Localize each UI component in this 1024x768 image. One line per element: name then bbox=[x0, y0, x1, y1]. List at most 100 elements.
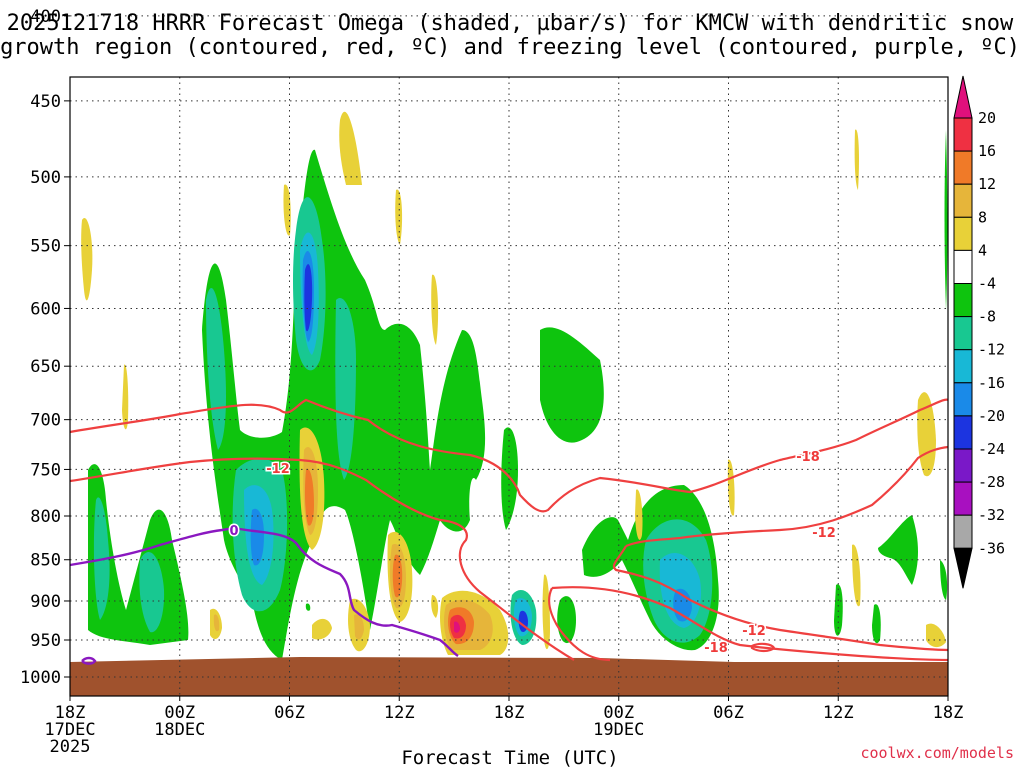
y-tick-label: 1000 bbox=[20, 668, 61, 688]
omega-teal-region bbox=[139, 551, 165, 633]
omega-yellow-region bbox=[395, 189, 403, 245]
omega-navy-region bbox=[304, 264, 313, 332]
omega-gold-region bbox=[213, 614, 220, 632]
colorbar-segment bbox=[953, 316, 973, 351]
omega-green-region bbox=[878, 515, 918, 585]
colorbar-label: 8 bbox=[978, 208, 987, 226]
y-tick-label: 650 bbox=[30, 357, 61, 377]
dendritic-contour-line bbox=[69, 457, 575, 661]
colorbar-top-triangle bbox=[953, 75, 973, 119]
omega-yellow-region bbox=[283, 184, 291, 236]
omega-small-green-cell bbox=[305, 603, 311, 611]
contour-labels: -12 -18 -12 -12 -18 0 bbox=[228, 449, 837, 658]
dendritic-contour-line bbox=[551, 586, 949, 662]
y-axis-pressure: 2503003504004505005506006507007508008509… bbox=[20, 7, 70, 688]
colorbar-segment bbox=[953, 283, 973, 318]
colorbar-label: -28 bbox=[978, 473, 1005, 491]
y-tick-label: 700 bbox=[30, 411, 61, 431]
colorbar-label: -12 bbox=[978, 341, 1005, 359]
dendritic-contour-line bbox=[69, 398, 949, 513]
plot-area: -12 -18 -12 -12 -18 0 bbox=[69, 15, 949, 697]
colorbar-label: 20 bbox=[978, 109, 996, 127]
omega-orange-region bbox=[392, 554, 403, 598]
colorbar: 20 16 12 8 4 -4 -8 -12 -16 -20 -24 -28 -32 -36 bbox=[953, 75, 1005, 589]
x-tick-label: 2025 bbox=[50, 737, 91, 757]
x-tick-label: 18DEC bbox=[154, 720, 205, 740]
y-tick-label: 550 bbox=[30, 237, 61, 257]
x-tick-label: 17DEC bbox=[44, 720, 95, 740]
y-tick-label: 850 bbox=[30, 551, 61, 571]
omega-gold-region bbox=[354, 614, 364, 640]
x-axis-title: Forecast Time (UTC) bbox=[401, 747, 618, 768]
omega-yellow-region bbox=[312, 618, 332, 640]
omega-yellow-region bbox=[926, 623, 946, 648]
y-tick-label: 900 bbox=[30, 592, 61, 612]
x-tick-label: 18Z bbox=[933, 703, 964, 723]
colorbar-segment bbox=[953, 216, 973, 251]
colorbar-label: -20 bbox=[978, 407, 1005, 425]
omega-teal-region bbox=[335, 298, 356, 480]
colorbar-label: -36 bbox=[978, 539, 1005, 557]
colorbar-label: -4 bbox=[978, 275, 996, 293]
colorbar-label: 12 bbox=[978, 175, 996, 193]
watermark-source: coolwx.com/models bbox=[860, 744, 1014, 762]
y-tick-label: 950 bbox=[30, 631, 61, 651]
x-tick-label: 00Z bbox=[603, 703, 634, 723]
omega-yellow-region bbox=[339, 111, 362, 185]
colorbar-label: -8 bbox=[978, 308, 996, 326]
colorbar-segment bbox=[953, 514, 973, 549]
omega-green-region bbox=[944, 130, 948, 310]
colorbar-label: -32 bbox=[978, 506, 1005, 524]
dendritic-contour-line bbox=[750, 642, 776, 653]
y-tick-label: 800 bbox=[30, 507, 61, 527]
y-tick-label: 600 bbox=[30, 299, 61, 319]
contour-label: -12 bbox=[266, 462, 290, 477]
x-tick-label: 00Z bbox=[164, 703, 195, 723]
freezing-level-contour bbox=[81, 656, 97, 665]
y-tick-label: 500 bbox=[30, 168, 61, 188]
colorbar-label: -16 bbox=[978, 374, 1005, 392]
colorbar-segment bbox=[953, 415, 973, 450]
x-tick-label: 19DEC bbox=[593, 720, 644, 740]
dendritic-contour-line bbox=[612, 545, 949, 652]
colorbar-bottom-triangle bbox=[953, 547, 973, 589]
colorbar-segment bbox=[953, 448, 973, 483]
chart-title-line2: growth region (contoured, red, ºC) and f… bbox=[0, 35, 1020, 60]
contour-label: -12 bbox=[812, 526, 836, 541]
omega-yellow-region bbox=[852, 544, 861, 607]
omega-yellow-region bbox=[727, 459, 735, 516]
y-tick-label: 400 bbox=[30, 7, 61, 27]
omega-orange-region bbox=[304, 469, 314, 526]
colorbar-segment bbox=[953, 117, 973, 152]
omega-yellow-region bbox=[431, 274, 439, 345]
omega-green-region bbox=[940, 560, 948, 600]
omega-yellow-region bbox=[542, 574, 550, 650]
omega-teal-region bbox=[206, 288, 226, 450]
x-tick-label: 06Z bbox=[274, 703, 305, 723]
contour-label: -12 bbox=[742, 624, 766, 639]
omega-green-region bbox=[872, 604, 881, 644]
omega-yellow-region bbox=[81, 218, 93, 301]
contour-label: 0 bbox=[229, 524, 238, 539]
colorbar-segment bbox=[953, 349, 973, 384]
x-tick-label: 12Z bbox=[823, 703, 854, 723]
y-tick-label: 750 bbox=[30, 460, 61, 480]
colorbar-segment bbox=[953, 150, 973, 185]
dendritic-contour-line bbox=[625, 445, 949, 548]
colorbar-label: 4 bbox=[978, 241, 987, 259]
chart-title-line1: 2025121718 HRRR Forecast Omega (shaded, … bbox=[7, 11, 1014, 36]
omega-yellow-region bbox=[635, 489, 643, 540]
omega-green-region bbox=[834, 584, 843, 636]
omega-magenta-region bbox=[454, 621, 460, 633]
colorbar-segment bbox=[953, 481, 973, 516]
x-tick-label: 12Z bbox=[384, 703, 415, 723]
omega-yellow-region bbox=[431, 595, 439, 618]
contour-label: -18 bbox=[704, 641, 728, 656]
contour-label: -18 bbox=[796, 450, 820, 465]
colorbar-label: 16 bbox=[978, 142, 996, 160]
temperature-contours bbox=[69, 398, 949, 665]
omega-green-region bbox=[540, 327, 604, 443]
dendritic-contour-line bbox=[548, 587, 611, 662]
x-tick-label: 18Z bbox=[55, 703, 86, 723]
